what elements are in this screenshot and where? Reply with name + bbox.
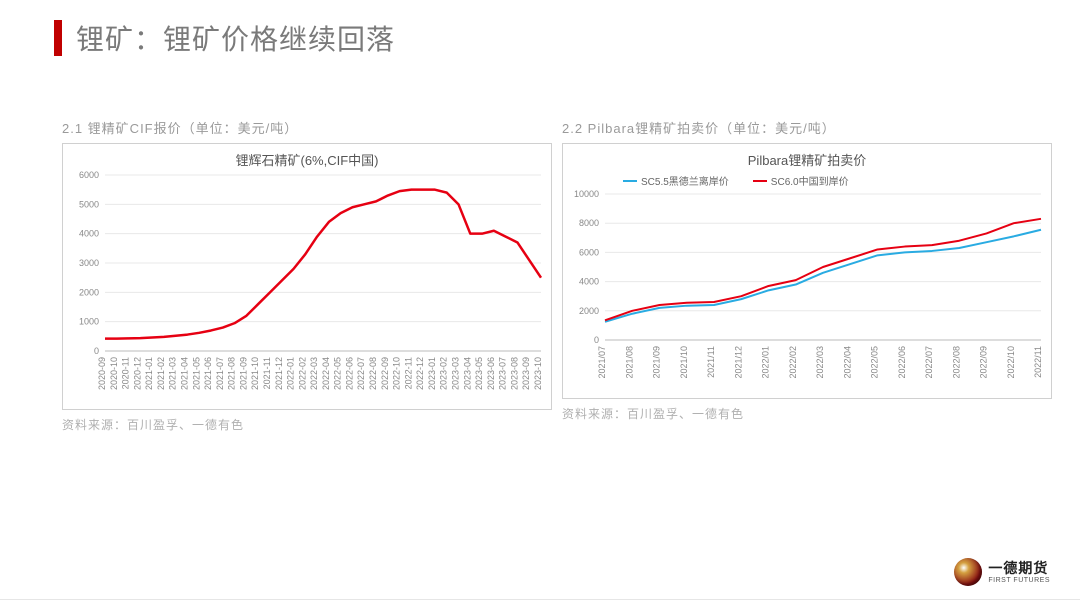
- svg-text:2022/07: 2022/07: [924, 346, 934, 379]
- svg-text:2023-01: 2023-01: [427, 357, 437, 390]
- svg-text:2022/06: 2022/06: [897, 346, 907, 379]
- svg-text:2023-04: 2023-04: [462, 357, 472, 390]
- svg-text:2000: 2000: [79, 287, 99, 297]
- svg-text:2022-01: 2022-01: [286, 357, 296, 390]
- svg-text:2021-03: 2021-03: [168, 357, 178, 390]
- svg-text:2022/08: 2022/08: [951, 346, 961, 379]
- chart-left-title: 锂辉石精矿(6%,CIF中国): [63, 144, 551, 169]
- svg-text:2021/11: 2021/11: [706, 346, 716, 378]
- chart-left-source: 资料来源：百川盈孚、一德有色: [62, 416, 552, 433]
- svg-text:2022/04: 2022/04: [842, 346, 852, 379]
- svg-text:2022-06: 2022-06: [344, 357, 354, 390]
- chart-right-svg: 0 2000 4000 6000 8000 10000 2021/07 2021/08 2021…: [563, 188, 1051, 398]
- svg-text:2000: 2000: [579, 306, 599, 316]
- legend-label: SC6.0中国到岸价: [771, 173, 849, 188]
- svg-text:2020-12: 2020-12: [132, 357, 142, 390]
- svg-text:0: 0: [594, 335, 599, 345]
- brand-logo-cn: 一德期货: [988, 561, 1050, 575]
- chart-right-box: Pilbara锂精矿拍卖价 SC5.5黑德兰离岸价 SC6.0中国到岸价 0 200…: [562, 143, 1052, 399]
- chart-left-box: 锂辉石精矿(6%,CIF中国) 0 1000 2000 3000 4000 5000 600…: [62, 143, 552, 410]
- svg-text:2022-05: 2022-05: [333, 357, 343, 390]
- brand-logo-en: FIRST FUTURES: [988, 577, 1050, 584]
- slide-page: 锂矿：锂矿价格继续回落 2.1 锂精矿CIF报价（单位：美元/吨） 锂辉石精矿(…: [0, 0, 1080, 608]
- svg-text:2021-08: 2021-08: [227, 357, 237, 390]
- svg-text:4000: 4000: [79, 229, 99, 239]
- svg-text:2022/11: 2022/11: [1033, 346, 1043, 378]
- svg-text:3000: 3000: [79, 258, 99, 268]
- svg-text:2022-02: 2022-02: [297, 357, 307, 390]
- chart-right-legend: SC5.5黑德兰离岸价 SC6.0中国到岸价: [563, 173, 1051, 188]
- svg-text:2023-05: 2023-05: [474, 357, 484, 390]
- chart-right-caption: 2.2 Pilbara锂精矿拍卖价（单位：美元/吨）: [562, 118, 1052, 137]
- legend-item: SC5.5黑德兰离岸价: [623, 173, 729, 188]
- charts-row: 2.1 锂精矿CIF报价（单位：美元/吨） 锂辉石精矿(6%,CIF中国) 0 1…: [0, 118, 1080, 433]
- svg-text:2022-08: 2022-08: [368, 357, 378, 390]
- svg-text:2023-06: 2023-06: [486, 357, 496, 390]
- svg-text:2023-03: 2023-03: [451, 357, 461, 390]
- svg-text:2023-10: 2023-10: [533, 357, 543, 390]
- svg-text:2022-09: 2022-09: [380, 357, 390, 390]
- svg-text:2022/09: 2022/09: [979, 346, 989, 379]
- svg-text:10000: 10000: [574, 189, 599, 199]
- svg-text:2021-04: 2021-04: [179, 357, 189, 390]
- page-title: 锂矿：锂矿价格继续回落: [76, 18, 395, 58]
- svg-text:2020-11: 2020-11: [121, 357, 131, 389]
- svg-text:4000: 4000: [579, 277, 599, 287]
- slide-header: 锂矿：锂矿价格继续回落: [0, 0, 1080, 58]
- chart-right-source: 资料来源：百川盈孚、一德有色: [562, 405, 1052, 422]
- svg-text:2023-02: 2023-02: [439, 357, 449, 390]
- svg-text:2022-10: 2022-10: [392, 357, 402, 390]
- svg-text:2020-09: 2020-09: [97, 357, 107, 390]
- svg-text:2021/10: 2021/10: [679, 346, 689, 379]
- svg-text:2021-09: 2021-09: [238, 357, 248, 390]
- svg-text:6000: 6000: [79, 170, 99, 180]
- svg-text:2022-04: 2022-04: [321, 357, 331, 390]
- svg-text:2021-07: 2021-07: [215, 357, 225, 390]
- svg-text:6000: 6000: [579, 247, 599, 257]
- brand-logo-text: 一德期货 FIRST FUTURES: [988, 561, 1050, 584]
- svg-text:2022-07: 2022-07: [356, 357, 366, 390]
- svg-text:2021/12: 2021/12: [733, 346, 743, 379]
- svg-text:0: 0: [94, 346, 99, 356]
- chart-right-title: Pilbara锂精矿拍卖价: [563, 144, 1051, 169]
- svg-text:2021-02: 2021-02: [156, 357, 166, 390]
- svg-text:2021/07: 2021/07: [597, 346, 607, 379]
- svg-text:2023-08: 2023-08: [509, 357, 519, 390]
- svg-text:2021-11: 2021-11: [262, 357, 272, 389]
- legend-label: SC5.5黑德兰离岸价: [641, 173, 729, 188]
- svg-text:1000: 1000: [79, 317, 99, 327]
- svg-text:8000: 8000: [579, 218, 599, 228]
- svg-text:2022-11: 2022-11: [403, 357, 413, 389]
- legend-swatch: [753, 180, 767, 182]
- svg-text:2023-07: 2023-07: [498, 357, 508, 390]
- svg-text:2022-12: 2022-12: [415, 357, 425, 390]
- svg-text:2022/02: 2022/02: [788, 346, 798, 379]
- svg-text:2022/10: 2022/10: [1006, 346, 1016, 379]
- svg-text:2020-10: 2020-10: [109, 357, 119, 390]
- svg-text:2021/09: 2021/09: [652, 346, 662, 379]
- svg-text:2021-06: 2021-06: [203, 357, 213, 390]
- brand-logo: 一德期货 FIRST FUTURES: [954, 558, 1050, 586]
- svg-text:2022/01: 2022/01: [761, 346, 771, 379]
- chart-right-block: 2.2 Pilbara锂精矿拍卖价（单位：美元/吨） Pilbara锂精矿拍卖价…: [562, 118, 1052, 433]
- svg-text:2021-05: 2021-05: [191, 357, 201, 390]
- svg-text:2022-03: 2022-03: [309, 357, 319, 390]
- legend-item: SC6.0中国到岸价: [753, 173, 849, 188]
- brand-logo-icon: [954, 558, 982, 586]
- chart-left-block: 2.1 锂精矿CIF报价（单位：美元/吨） 锂辉石精矿(6%,CIF中国) 0 1…: [62, 118, 552, 433]
- svg-text:2021-10: 2021-10: [250, 357, 260, 390]
- svg-text:5000: 5000: [79, 199, 99, 209]
- svg-text:2021-01: 2021-01: [144, 357, 154, 390]
- bottom-rule: [0, 599, 1080, 600]
- svg-text:2021-12: 2021-12: [274, 357, 284, 390]
- svg-text:2022/05: 2022/05: [870, 346, 880, 379]
- chart-left-caption: 2.1 锂精矿CIF报价（单位：美元/吨）: [62, 118, 552, 137]
- legend-swatch: [623, 180, 637, 182]
- svg-text:2022/03: 2022/03: [815, 346, 825, 379]
- svg-text:2021/08: 2021/08: [624, 346, 634, 379]
- chart-left-svg: 01000200030004000500060002020-092020-102…: [63, 169, 551, 409]
- accent-bar: [54, 20, 62, 56]
- svg-text:2023-09: 2023-09: [521, 357, 531, 390]
